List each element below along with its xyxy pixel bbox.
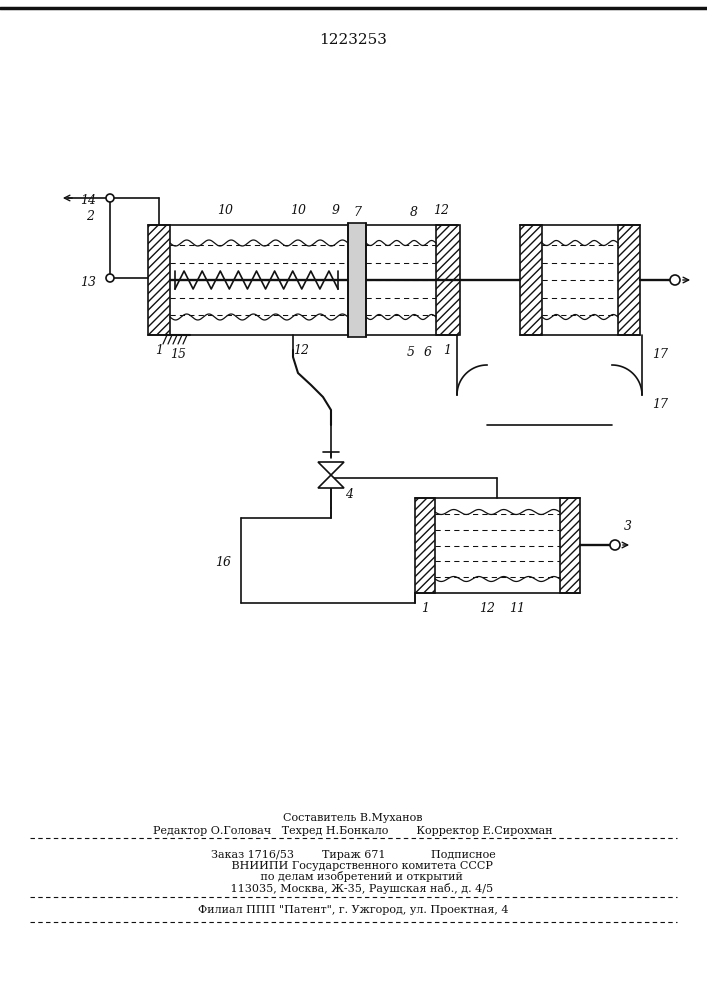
Text: Заказ 1716/53        Тираж 671             Подписное: Заказ 1716/53 Тираж 671 Подписное (211, 850, 496, 860)
Text: 3: 3 (624, 520, 632, 534)
Bar (348, 223, 366, 337)
Text: 13: 13 (80, 276, 96, 290)
Text: 9: 9 (332, 205, 340, 218)
Text: 8: 8 (410, 207, 418, 220)
Text: Филиал ППП "Патент", г. Ужгород, ул. Проектная, 4: Филиал ППП "Патент", г. Ужгород, ул. Про… (198, 905, 508, 915)
Text: 16: 16 (215, 556, 231, 570)
Text: 15: 15 (170, 349, 186, 361)
Text: по делам изобретений и открытий: по делам изобретений и открытий (243, 871, 463, 882)
Text: 17: 17 (652, 398, 668, 412)
Text: 10: 10 (217, 205, 233, 218)
Bar (148, 225, 170, 335)
Text: 12: 12 (479, 602, 495, 615)
Circle shape (106, 194, 114, 202)
Bar (436, 225, 460, 335)
Bar (520, 225, 542, 335)
Text: 7: 7 (353, 207, 361, 220)
Text: 1: 1 (443, 344, 451, 358)
Circle shape (106, 274, 114, 282)
Bar (618, 225, 640, 335)
Text: 6: 6 (424, 347, 432, 360)
Text: 2: 2 (86, 210, 94, 223)
Bar (415, 498, 435, 593)
Text: 1223253: 1223253 (319, 33, 387, 47)
Text: 12: 12 (293, 344, 309, 358)
Circle shape (670, 275, 680, 285)
Text: 10: 10 (290, 205, 306, 218)
Text: 5: 5 (407, 347, 415, 360)
Text: Редактор О.Головач   Техред Н.Бонкало        Корректор Е.Сирохман: Редактор О.Головач Техред Н.Бонкало Корр… (153, 826, 553, 836)
Text: 12: 12 (433, 205, 449, 218)
Text: 17: 17 (652, 349, 668, 361)
Polygon shape (318, 475, 344, 488)
Text: 14: 14 (80, 194, 96, 208)
Text: 4: 4 (345, 488, 353, 502)
Text: 11: 11 (509, 602, 525, 615)
Text: Составитель В.Муханов: Составитель В.Муханов (284, 813, 423, 823)
Text: 1: 1 (155, 344, 163, 358)
Text: ВНИИПИ Государственного комитета СССР: ВНИИПИ Государственного комитета СССР (214, 861, 493, 871)
Polygon shape (318, 462, 344, 475)
Bar (560, 498, 580, 593)
Circle shape (610, 540, 620, 550)
Text: 1: 1 (421, 602, 429, 615)
Text: 113035, Москва, Ж-35, Раушская наб., д. 4/5: 113035, Москва, Ж-35, Раушская наб., д. … (213, 882, 493, 894)
